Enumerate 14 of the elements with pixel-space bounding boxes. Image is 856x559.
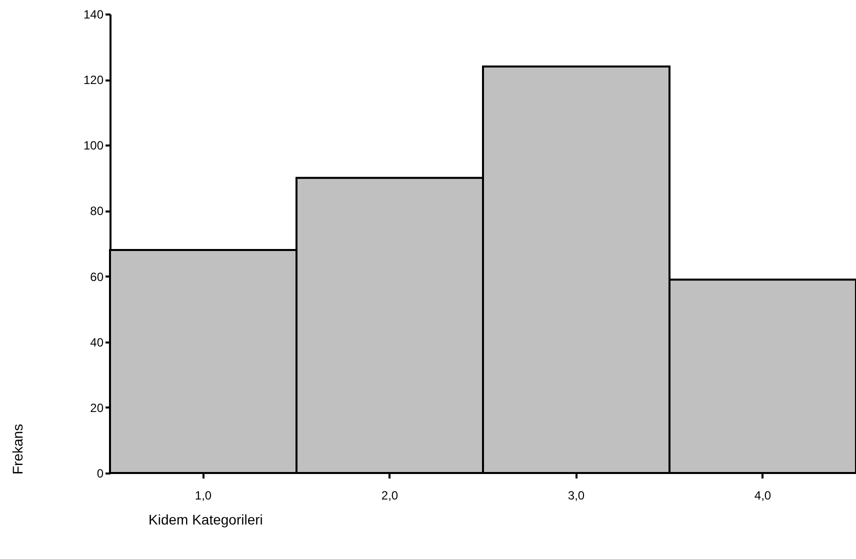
x-tick-label: 2,0 — [381, 488, 398, 502]
x-tick-label: 4,0 — [754, 488, 772, 502]
x-tick-label: 1,0 — [194, 488, 212, 502]
y-tick-label: 40 — [90, 335, 104, 350]
y-tick-label: 60 — [90, 270, 104, 284]
y-tick-label: 0 — [96, 466, 104, 480]
y-axis-title: Frekans — [10, 424, 26, 474]
y-tick-label: 140 — [83, 8, 104, 22]
x-axis-title: Kidem Kategorileri — [148, 512, 263, 528]
y-tick-label: 20 — [90, 400, 104, 415]
x-tick-label: 3,0 — [568, 488, 585, 502]
y-tick-label: 120 — [83, 73, 104, 88]
y-tick-label: 100 — [83, 138, 104, 153]
y-tick-label: 80 — [90, 204, 104, 218]
